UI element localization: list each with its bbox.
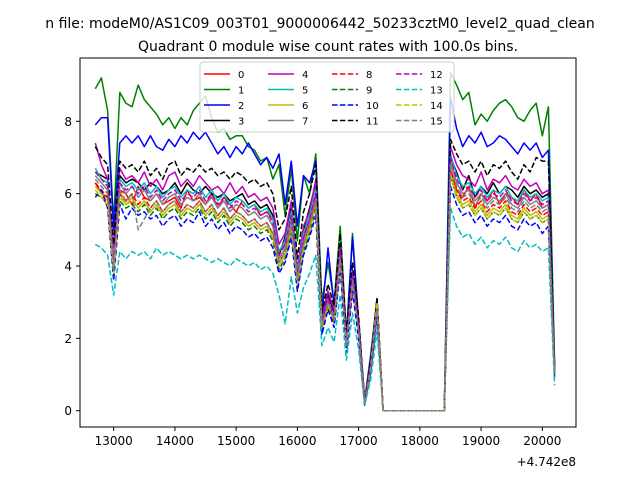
x-tick-label: 13000 [95, 434, 133, 448]
legend-label-0: 0 [238, 70, 244, 81]
series-3-line [94, 156, 556, 412]
x-tick-label: 17000 [340, 434, 378, 448]
x-tick-label: 19000 [462, 434, 500, 448]
x-tick-label: 18000 [401, 434, 439, 448]
legend-box [199, 61, 455, 133]
legend-label-14: 14 [430, 101, 443, 112]
legend-label-3: 3 [238, 117, 244, 128]
series-4-line [94, 142, 556, 412]
x-tick-label: 15000 [217, 434, 255, 448]
legend-label-7: 7 [302, 117, 308, 128]
series-2-line [94, 97, 556, 412]
legend-label-11: 11 [366, 117, 379, 128]
series-layer [94, 71, 556, 412]
series-12-line [94, 156, 556, 412]
legend-label-1: 1 [238, 86, 244, 97]
series-15-line [94, 163, 556, 412]
y-tick-label: 4 [64, 260, 72, 274]
series-11-line [94, 138, 556, 412]
x-tick-label: 16000 [278, 434, 316, 448]
series-10-line [94, 185, 556, 412]
legend-label-9: 9 [366, 86, 372, 97]
x-axis: 13000 14000 15000 16000 17000 18000 19000 20000 [95, 427, 561, 448]
y-tick-label: 0 [64, 404, 72, 418]
series-14-line [94, 174, 556, 412]
legend-label-2: 2 [238, 101, 244, 112]
y-tick-label: 6 [64, 187, 72, 201]
legend-label-10: 10 [366, 101, 379, 112]
legend-label-15: 15 [430, 117, 443, 128]
x-offset-label: +4.742e8 [517, 455, 576, 469]
legend-label-8: 8 [366, 70, 372, 81]
legend-label-13: 13 [430, 86, 443, 97]
x-tick-label: 14000 [156, 434, 194, 448]
series-13-line [94, 207, 556, 412]
legend-label-6: 6 [302, 101, 308, 112]
y-axis: 0 2 4 6 8 [64, 115, 80, 418]
y-tick-label: 8 [64, 115, 72, 129]
y-tick-label: 2 [64, 332, 72, 346]
chart-title: Quadrant 0 module wise count rates with … [138, 39, 518, 55]
x-tick-label: 20000 [523, 434, 561, 448]
figure-suptitle: n file: modeM0/AS1C09_003T01_9000006442_… [45, 16, 594, 32]
legend-label-4: 4 [302, 70, 308, 81]
legend-label-12: 12 [430, 70, 443, 81]
plot-frame [79, 57, 577, 428]
legend-label-5: 5 [302, 86, 308, 97]
